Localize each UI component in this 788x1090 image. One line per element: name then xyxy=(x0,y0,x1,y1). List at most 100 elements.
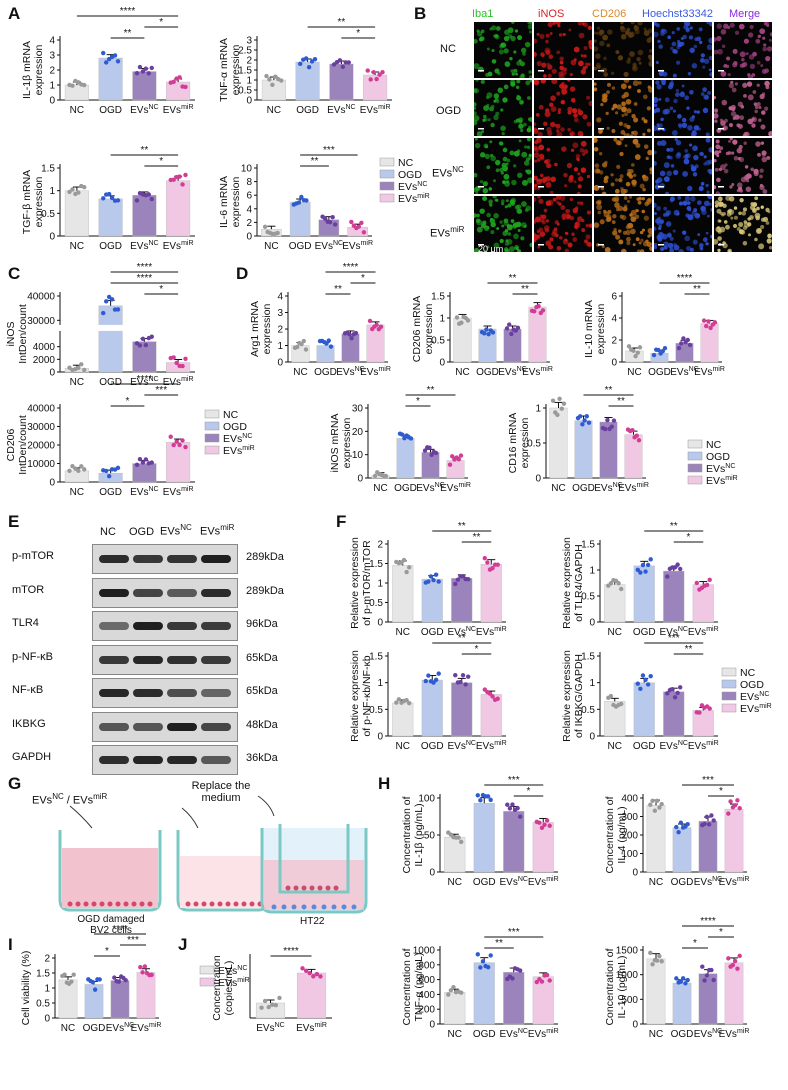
data-point xyxy=(433,450,439,456)
significance-marker: ** xyxy=(311,156,319,167)
data-point xyxy=(142,964,148,969)
y-tick-label: 4 xyxy=(246,204,252,215)
x-tick-label: EVsNC xyxy=(130,104,158,116)
data-point xyxy=(730,962,736,968)
data-point xyxy=(495,696,500,701)
data-point xyxy=(69,979,74,984)
data-point xyxy=(611,418,617,423)
y-tick-label: 1000 xyxy=(616,970,639,981)
data-point xyxy=(337,58,343,63)
x-tick-label: NC xyxy=(373,483,387,494)
significance-marker: **** xyxy=(120,6,136,17)
y-tick-label: 50 xyxy=(424,831,436,842)
blot-band xyxy=(167,622,197,630)
x-tick-label: EVsNC xyxy=(336,366,364,378)
y-axis-label: expression xyxy=(33,44,45,95)
data-point xyxy=(106,294,112,300)
data-point xyxy=(455,577,461,582)
blot-band xyxy=(201,689,231,697)
axis-break xyxy=(55,324,196,331)
legend-swatch xyxy=(204,421,220,431)
row-label-evsmir: EVsmiR xyxy=(430,225,465,240)
x-tick-label: OGD xyxy=(633,741,656,752)
chart-f3: 0 0.5 1 1.5 Relative expression of p-NF-κb/NF… xyxy=(349,633,507,752)
data-point xyxy=(640,562,646,568)
data-point xyxy=(70,187,75,192)
significance-marker: * xyxy=(719,786,723,797)
data-point xyxy=(702,821,707,827)
blot-strip xyxy=(92,577,238,608)
legend-swatch xyxy=(721,691,737,701)
data-point xyxy=(645,562,651,568)
chart-h2: 0 100 200 300 400 Concentration of IL-4 (pg/mL… xyxy=(604,775,749,888)
y-tick-label: 4 xyxy=(49,36,55,47)
y-tick-label: 40000 xyxy=(27,292,55,303)
data-point xyxy=(380,70,385,75)
data-point xyxy=(478,965,483,970)
bar-ogd xyxy=(473,802,495,873)
data-point xyxy=(490,566,495,571)
bar-nc xyxy=(392,702,414,737)
panel-label-f: F xyxy=(336,512,347,531)
data-point xyxy=(603,426,608,432)
y-tick-label: 2 xyxy=(611,336,617,347)
x-tick-label: EVsNC xyxy=(498,366,526,378)
legend-label: OGD xyxy=(398,169,422,181)
x-tick-label: EVsNC xyxy=(660,740,688,752)
x-tick-label: EVsmiR xyxy=(296,1022,327,1034)
bar-evsnc xyxy=(503,811,525,873)
cell-speckles xyxy=(654,196,712,252)
blot-band xyxy=(99,722,129,731)
bar-ogd xyxy=(672,827,692,873)
bar-evsnc xyxy=(329,63,354,101)
data-point xyxy=(704,814,710,820)
data-point xyxy=(322,216,328,221)
y-axis-label: of TLR4/GAPDH xyxy=(573,544,585,621)
significance-marker: ** xyxy=(685,644,693,655)
data-point xyxy=(450,454,455,459)
y-tick-label: 800 xyxy=(418,960,435,971)
data-point xyxy=(485,964,491,970)
y-tick-label: 6 xyxy=(611,292,617,303)
legend-label: NC xyxy=(398,157,414,169)
data-point xyxy=(678,820,684,825)
micrograph-tile xyxy=(654,196,712,252)
data-point xyxy=(303,56,309,61)
blot-strip xyxy=(92,644,238,675)
micrograph-tile xyxy=(534,80,592,136)
data-point xyxy=(665,691,670,696)
significance-marker: *** xyxy=(155,385,167,396)
data-point xyxy=(697,710,702,715)
x-tick-label: OGD xyxy=(473,1029,496,1040)
data-point xyxy=(515,325,521,331)
y-tick-label: 0 xyxy=(632,868,638,879)
x-tick-label: OGD xyxy=(83,1023,106,1034)
significance-marker: ** xyxy=(509,273,517,284)
data-point xyxy=(706,319,711,324)
x-tick-label: OGD xyxy=(314,367,337,378)
y-axis-label: CD16 mRNA xyxy=(507,413,519,474)
data-point xyxy=(672,695,678,700)
data-point xyxy=(510,802,515,807)
y-tick-label: 0 xyxy=(632,1020,638,1031)
data-point xyxy=(423,678,428,684)
y-tick-label: 2 xyxy=(277,325,283,336)
panel-label-b: B xyxy=(414,4,427,23)
data-point xyxy=(149,65,154,71)
data-point xyxy=(458,679,463,685)
y-axis-label: expression xyxy=(230,176,242,227)
blot-band xyxy=(99,588,129,597)
data-point xyxy=(92,987,98,992)
evs-label: EVsNC / EVsmiR xyxy=(32,792,108,807)
data-point xyxy=(270,82,275,87)
significance-marker: ** xyxy=(521,284,529,295)
legend-label: EVsmiR xyxy=(706,475,738,487)
legend-swatch xyxy=(721,679,737,689)
data-point xyxy=(608,693,614,699)
data-point xyxy=(532,309,537,314)
cell-speckles xyxy=(534,80,592,136)
data-point xyxy=(737,806,742,811)
data-point xyxy=(674,976,679,981)
